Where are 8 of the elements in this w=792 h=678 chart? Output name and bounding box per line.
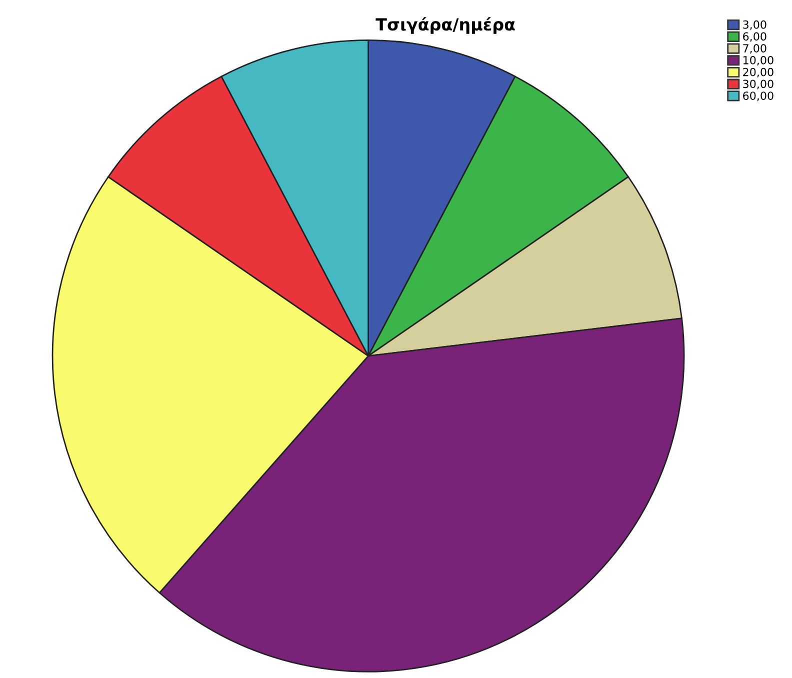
legend-label: 10,00 [743, 56, 774, 66]
chart-title: Τσιγάρα/ημέρα [376, 17, 515, 34]
legend-label: 3,00 [743, 20, 766, 30]
legend-label: 30,00 [743, 80, 774, 90]
legend-label: 20,00 [743, 68, 774, 78]
legend-label: 6,00 [743, 32, 766, 42]
legend-label: 7,00 [743, 44, 766, 54]
legend-label: 60,00 [743, 92, 774, 102]
